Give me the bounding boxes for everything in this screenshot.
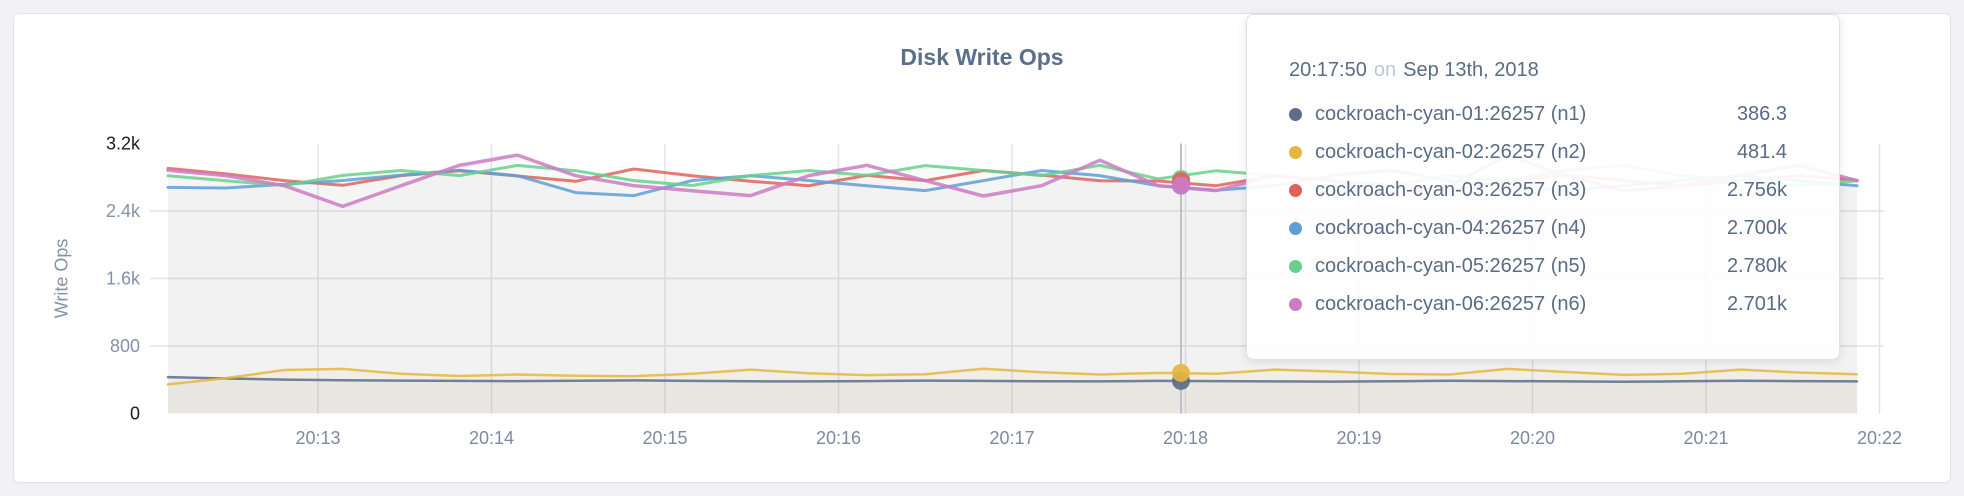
tooltip-series-label: cockroach-cyan-02:26257 (n2) — [1315, 140, 1587, 163]
x-tick-label: 20:15 — [642, 428, 687, 448]
tooltip-row-n1: cockroach-cyan-01:26257 (n1) 386.3 — [1289, 95, 1787, 133]
y-tick-label: 2.4k — [106, 201, 141, 221]
series-color-dot-n3 — [1289, 183, 1302, 197]
series-color-dot-n2 — [1289, 145, 1302, 159]
tooltip-row-n6: cockroach-cyan-06:26257 (n6) 2.701k — [1289, 285, 1787, 323]
hover-dot-n2[interactable] — [1172, 363, 1190, 382]
x-tick-label: 20:20 — [1510, 428, 1555, 448]
tooltip-header: 20:17:50 on Sep 13th, 2018 — [1289, 57, 1787, 83]
tooltip-on-word: on — [1373, 59, 1397, 81]
tooltip-row-n2: cockroach-cyan-02:26257 (n2) 481.4 — [1289, 133, 1787, 171]
x-tick-label: 20:17 — [989, 428, 1034, 448]
y-tick-label: 0 — [130, 404, 140, 424]
tooltip-series-value: 2.701k — [1726, 292, 1787, 315]
y-tick-label: 800 — [110, 336, 140, 356]
tooltip-row-n4: cockroach-cyan-04:26257 (n4) 2.700k — [1289, 209, 1787, 247]
tooltip-series-label: cockroach-cyan-05:26257 (n5) — [1315, 254, 1587, 277]
tooltip-series-label: cockroach-cyan-06:26257 (n6) — [1315, 292, 1587, 315]
hover-tooltip: 20:17:50 on Sep 13th, 2018 cockroach-cyan-… — [1246, 14, 1840, 360]
x-tick-label: 20:14 — [469, 428, 514, 448]
series-color-dot-n4 — [1289, 221, 1302, 235]
tooltip-series-label: cockroach-cyan-04:26257 (n4) — [1315, 216, 1587, 239]
tooltip-date: Sep 13th, 2018 — [1403, 59, 1539, 81]
series-color-dot-n6 — [1289, 297, 1302, 311]
series-line-n2 — [166, 367, 1859, 386]
tooltip-series-value: 386.3 — [1736, 102, 1787, 125]
chart-title: Disk Write Ops — [900, 44, 1064, 70]
tooltip-series-label: cockroach-cyan-03:26257 (n3) — [1315, 178, 1587, 201]
y-tick-label: 1.6k — [106, 269, 141, 289]
series-area-n1 — [168, 377, 1857, 414]
tooltip-rows: cockroach-cyan-01:26257 (n1) 386.3 cockroa… — [1289, 95, 1787, 323]
y-tick-label: 3.2k — [106, 134, 141, 154]
series-color-dot-n5 — [1289, 259, 1302, 273]
x-tick-label: 20:18 — [1163, 428, 1208, 448]
x-tick-label: 20:21 — [1683, 428, 1728, 448]
series-line-n1 — [166, 375, 1859, 384]
tooltip-time: 20:17:50 — [1289, 59, 1367, 81]
tooltip-series-label: cockroach-cyan-01:26257 (n1) — [1315, 102, 1587, 125]
hover-dot-n6[interactable] — [1172, 176, 1190, 195]
tooltip-series-value: 2.756k — [1726, 178, 1787, 201]
x-tick-label: 20:13 — [295, 428, 340, 448]
x-tick-label: 20:19 — [1336, 428, 1381, 448]
x-tick-label: 20:16 — [816, 428, 861, 448]
tooltip-series-value: 2.780k — [1726, 254, 1787, 277]
tooltip-row-n5: cockroach-cyan-05:26257 (n5) 2.780k — [1289, 247, 1787, 285]
tooltip-series-value: 481.4 — [1736, 140, 1787, 163]
tooltip-series-value: 2.700k — [1726, 216, 1787, 239]
tooltip-row-n3: cockroach-cyan-03:26257 (n3) 2.756k — [1289, 171, 1787, 209]
x-tick-label: 20:22 — [1857, 428, 1902, 448]
series-color-dot-n1 — [1289, 107, 1302, 121]
